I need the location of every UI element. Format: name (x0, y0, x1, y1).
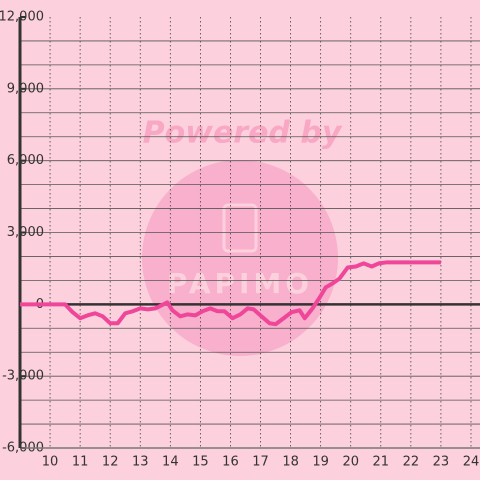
x-tick-label: 19 (312, 455, 329, 470)
y-tick-label: 3,000 (7, 225, 44, 240)
x-tick-label: 10 (42, 455, 59, 470)
x-tick-label: 21 (373, 455, 390, 470)
y-tick-label: 9,000 (7, 81, 44, 96)
x-tick-label: 22 (403, 455, 420, 470)
watermark-text: Powered by (143, 116, 343, 151)
y-tick-label: 12,000 (0, 10, 44, 25)
x-tick-label: 15 (192, 455, 209, 470)
watermark-circle (142, 160, 338, 356)
x-tick-label: 18 (282, 455, 299, 470)
x-tick-label: 16 (222, 455, 239, 470)
y-tick-label: -3,000 (2, 369, 44, 384)
x-tick-label: 13 (132, 455, 149, 470)
x-tick-label: 23 (433, 455, 450, 470)
x-tick-label: 17 (252, 455, 269, 470)
x-tick-label: 20 (342, 455, 359, 470)
watermark-icon (222, 203, 258, 253)
x-tick-label: 11 (72, 455, 89, 470)
data-line (20, 260, 441, 327)
y-tick-label: 6,000 (7, 153, 44, 168)
watermark: Powered by PAPIMO (142, 116, 343, 356)
x-tick-label: 14 (162, 455, 179, 470)
watermark-text: PAPIMO (167, 267, 313, 300)
x-tick-label: 12 (102, 455, 119, 470)
x-tick-label: 24 (463, 455, 480, 470)
